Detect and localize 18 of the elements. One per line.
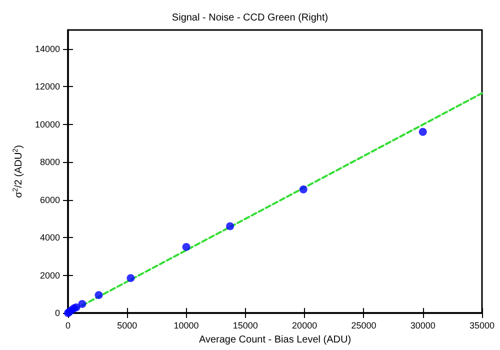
x-tick-label: 15000 — [232, 320, 258, 330]
y-tick-label: 0 — [54, 308, 60, 318]
x-tick-label: 30000 — [410, 320, 436, 330]
x-tick-label: 20000 — [292, 320, 318, 330]
x-tick-label: 5000 — [117, 320, 138, 330]
x-tick-label: 25000 — [351, 320, 376, 330]
y-tick-label: 6000 — [40, 194, 60, 205]
y-tick-label: 12000 — [34, 82, 60, 92]
y-tick-label: 4000 — [40, 232, 60, 243]
x-tick-label: 10000 — [174, 320, 199, 330]
x-axis-title: Average Count - Bias Level (ADU) — [198, 334, 352, 346]
x-tick-label: 35000 — [469, 320, 495, 330]
x-tick-label: 0 — [65, 320, 71, 330]
chart-title: Signal - Noise - CCD Green (Right) — [172, 12, 328, 24]
y-tick-label: 2000 — [40, 270, 60, 280]
y-tick-label: 10000 — [34, 119, 60, 130]
y-tick-label: 8000 — [40, 157, 60, 168]
y-tick-label: 14000 — [34, 44, 60, 54]
